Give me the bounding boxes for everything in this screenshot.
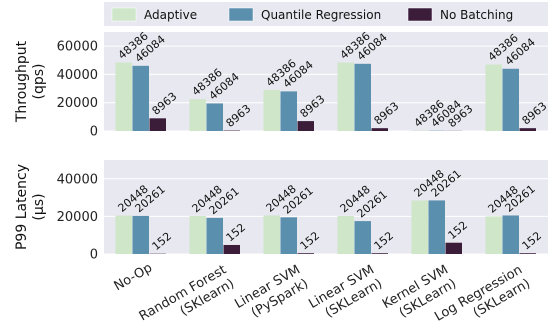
y-tick-label: 20000	[57, 210, 98, 225]
bar	[132, 65, 149, 131]
legend-label: Quantile Regression	[261, 8, 381, 22]
y-tick-label: 40000	[57, 172, 98, 187]
bar	[206, 103, 223, 131]
legend-label: Adaptive	[144, 8, 197, 22]
plot-area	[104, 160, 548, 254]
bar	[189, 216, 206, 254]
legend-box	[104, 2, 548, 26]
bar	[485, 64, 502, 131]
bar	[223, 244, 240, 254]
y-axis-label: P99 Latency(µs)	[14, 164, 47, 250]
bar	[519, 253, 536, 254]
bar	[502, 68, 519, 131]
bar	[502, 215, 519, 254]
throughput-panel: 0200004000060000Throughput(qps)483864608…	[14, 29, 549, 139]
bar	[115, 215, 132, 254]
bar	[149, 118, 166, 131]
x-tick-label: Linear SVM(PySpark)	[232, 262, 311, 325]
bar	[263, 89, 280, 131]
y-axis-label: Throughput(qps)	[14, 40, 47, 123]
bar	[485, 216, 502, 254]
bar	[280, 91, 297, 131]
plot-area	[104, 32, 548, 131]
bar	[337, 62, 354, 131]
bar	[519, 128, 536, 131]
x-tick-label: Linear SVM(SKLearn)	[306, 262, 385, 325]
bar	[411, 200, 428, 254]
bar	[206, 217, 223, 254]
bar	[371, 253, 388, 254]
bar	[280, 217, 297, 254]
legend-swatch	[407, 7, 433, 22]
bar	[297, 121, 314, 131]
y-tick-label: 0	[90, 248, 98, 263]
legend-label: No Batching	[440, 8, 513, 22]
legend-swatch	[111, 7, 137, 22]
legend: Adaptive Quantile Regression No Batching	[104, 2, 548, 26]
y-tick-label: 60000	[57, 40, 98, 55]
bar	[445, 242, 462, 254]
y-tick-label: 20000	[57, 96, 98, 111]
bar	[354, 221, 371, 254]
bar	[371, 128, 388, 131]
bar	[263, 215, 280, 254]
y-tick-label: 40000	[57, 68, 98, 83]
y-tick-label: 0	[90, 125, 98, 140]
x-tick-label: No-Op	[112, 260, 155, 294]
bar	[115, 62, 132, 131]
bar	[337, 216, 354, 254]
bar	[354, 63, 371, 132]
bar	[132, 215, 149, 254]
legend-swatch	[228, 7, 254, 22]
bar	[189, 99, 206, 131]
bar	[428, 200, 445, 254]
bar	[297, 253, 314, 254]
